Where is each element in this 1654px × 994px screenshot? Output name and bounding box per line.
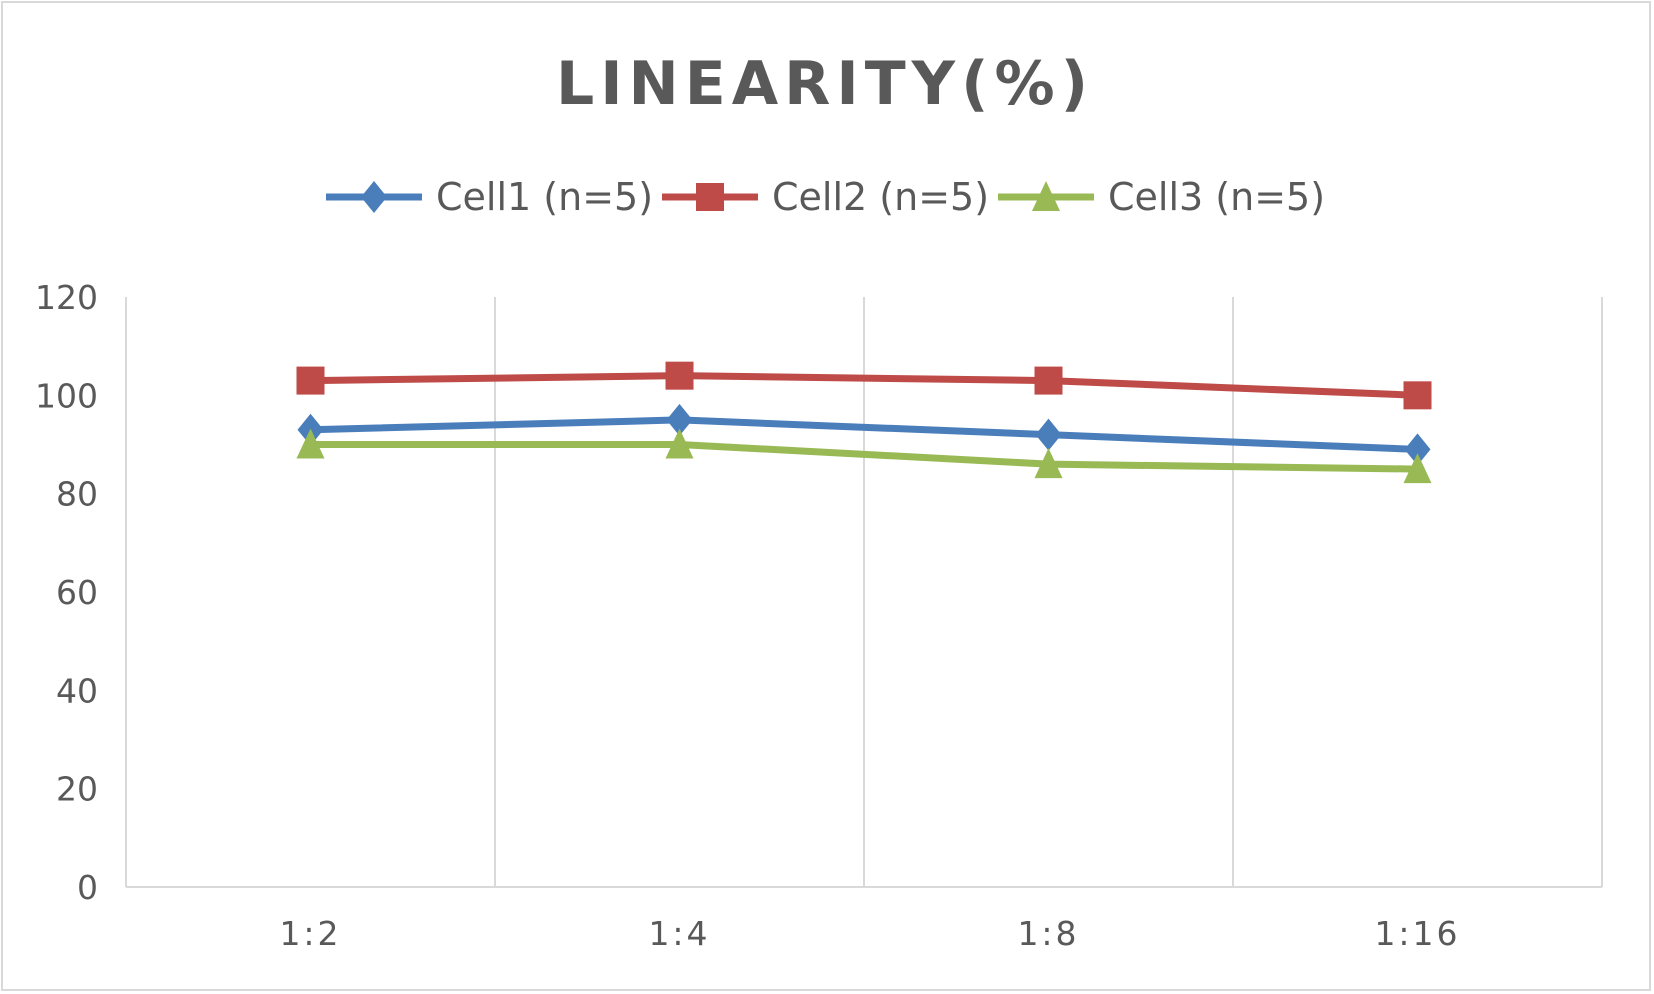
series-line — [310, 441, 1418, 473]
grid — [125, 297, 1603, 888]
series-line — [310, 372, 1418, 399]
y-tick-label: 120 — [35, 278, 98, 317]
y-tick-label: 0 — [77, 868, 98, 907]
square-marker — [696, 183, 724, 211]
triangle-marker — [1403, 453, 1432, 484]
y-axis: 0 20 40 60 80 100 120 — [35, 278, 98, 907]
legend-item-1: Cell1 (n=5) — [326, 175, 653, 219]
legend-label: Cell1 (n=5) — [436, 175, 653, 219]
y-tick-label: 80 — [56, 475, 98, 514]
triangle-marker — [1034, 448, 1063, 479]
x-tick-label: 1:2 — [279, 914, 341, 953]
x-tick-label: 1:8 — [1017, 914, 1079, 953]
series-2 — [296, 361, 1432, 410]
square-marker — [296, 366, 325, 395]
triangle-marker — [296, 428, 325, 459]
legend-item-3: Cell3 (n=5) — [998, 175, 1325, 219]
square-marker — [1034, 366, 1063, 395]
diamond-marker — [361, 181, 387, 213]
series-line — [310, 416, 1418, 453]
series-3 — [296, 428, 1432, 484]
triangle-marker — [1032, 181, 1060, 211]
legend-item-2: Cell2 (n=5) — [662, 175, 989, 219]
square-marker — [665, 361, 694, 390]
diamond-marker — [666, 403, 693, 436]
x-tick-label: 1:4 — [648, 914, 710, 953]
legend-label: Cell3 (n=5) — [1108, 175, 1325, 219]
y-tick-label: 100 — [35, 376, 98, 415]
y-tick-label: 40 — [56, 671, 98, 710]
legend-label: Cell2 (n=5) — [772, 175, 989, 219]
chart-title: LINEARITY(%) — [556, 49, 1094, 119]
square-marker — [1403, 381, 1432, 410]
x-tick-label: 1:16 — [1374, 914, 1460, 953]
y-tick-label: 60 — [56, 573, 98, 612]
diamond-marker — [1035, 418, 1062, 451]
triangle-marker — [665, 428, 694, 459]
legend: Cell1 (n=5) Cell2 (n=5) Cell3 (n=5) — [326, 175, 1325, 219]
series-group — [296, 361, 1432, 484]
x-axis: 1:2 1:4 1:8 1:16 — [279, 914, 1460, 953]
y-tick-label: 20 — [56, 770, 98, 809]
diamond-marker — [1404, 433, 1431, 466]
